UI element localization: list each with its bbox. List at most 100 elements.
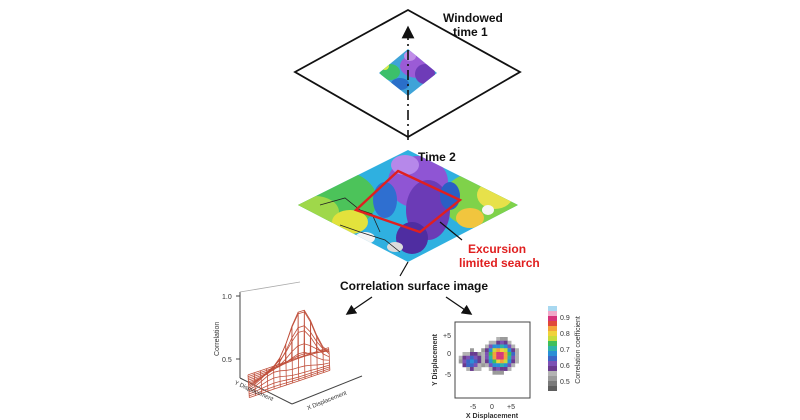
surface-mesh-row-10 bbox=[248, 364, 330, 393]
heatmap-cell bbox=[470, 348, 474, 353]
heatmap-cell bbox=[500, 359, 504, 364]
colorbar-swatch bbox=[548, 331, 557, 336]
heatmap-cell bbox=[503, 340, 508, 345]
time2-label: Time 2 bbox=[418, 150, 456, 164]
heatmap-cell bbox=[488, 344, 493, 349]
heatmap-cell bbox=[485, 363, 489, 368]
heatmap-y-tick-0: 0 bbox=[447, 351, 451, 358]
surface-mesh-col-0 bbox=[247, 374, 250, 398]
heatmap-cell bbox=[470, 359, 474, 364]
colorbar-tick-08: 0.8 bbox=[560, 331, 570, 338]
colorbar-swatch bbox=[548, 386, 557, 391]
heatmap-cell bbox=[466, 363, 471, 368]
heatmap-cell bbox=[500, 355, 504, 360]
heatmap-cell bbox=[481, 355, 486, 360]
heatmap-cell bbox=[511, 344, 516, 349]
heatmap-cells bbox=[458, 337, 519, 375]
heatmap-cell bbox=[507, 363, 512, 368]
surface-mesh-row-11 bbox=[248, 366, 330, 395]
heatmap-cell bbox=[458, 355, 463, 360]
heatmap-cell bbox=[500, 363, 504, 368]
colorbar-swatch bbox=[548, 321, 557, 326]
heatmap-cell bbox=[462, 352, 467, 356]
excursion-label-line2: limited search bbox=[459, 256, 540, 270]
arrow-to-surface-plot bbox=[345, 296, 373, 315]
heatmap-y-tick-neg5: -5 bbox=[445, 372, 451, 379]
correlation-surface-section: Correlation surface image bbox=[340, 261, 488, 315]
heatmap-cell bbox=[477, 355, 482, 360]
heatmap-cell bbox=[500, 348, 504, 353]
windowed-label-line1: Windowed bbox=[443, 11, 503, 25]
surface-mesh-row-9 bbox=[248, 362, 330, 391]
heatmap-cell bbox=[503, 359, 508, 364]
colorbar-tick-09: 0.9 bbox=[560, 315, 570, 322]
surface-mesh-col-13 bbox=[328, 347, 331, 371]
surface-mesh-col-12 bbox=[322, 346, 325, 373]
heatmap-cell bbox=[462, 355, 467, 360]
surface-mesh-row-8 bbox=[248, 351, 330, 389]
heatmap-cell bbox=[470, 355, 474, 360]
colorbar-swatch bbox=[548, 356, 557, 361]
colorbar-swatch bbox=[548, 381, 557, 386]
surface-mesh-row-13 bbox=[249, 369, 331, 399]
heatmap-cell bbox=[488, 352, 493, 356]
heatmap-cell bbox=[500, 340, 504, 345]
heatmap-x-tick-pos5: +5 bbox=[507, 404, 515, 411]
surface-mesh-col-10 bbox=[309, 320, 312, 377]
connector-to-title bbox=[399, 261, 409, 277]
heatmap-cell bbox=[496, 359, 501, 364]
surface-mesh-col-6 bbox=[284, 343, 287, 385]
heatmap-cell bbox=[496, 367, 501, 371]
windowed-time1-plane: Windowed time 1 bbox=[293, 8, 522, 140]
colorbar-tick-07: 0.7 bbox=[560, 347, 570, 354]
heatmap-cell bbox=[470, 352, 474, 356]
surface-mesh-col-9 bbox=[303, 310, 306, 379]
heatmap-cell bbox=[503, 337, 508, 341]
heatmap-x-tick-neg5: -5 bbox=[470, 404, 476, 411]
heatmap-cell bbox=[503, 348, 508, 353]
heatmap-cell bbox=[473, 355, 478, 360]
heatmap-cell bbox=[492, 363, 497, 368]
heatmap-cell bbox=[496, 363, 501, 368]
heatmap-cell bbox=[511, 355, 516, 360]
heatmap-cell bbox=[477, 367, 482, 371]
heatmap-cell bbox=[481, 363, 486, 368]
heatmap-cell bbox=[496, 355, 501, 360]
heatmap-cell bbox=[500, 370, 504, 375]
heatmap-cell bbox=[511, 348, 516, 353]
heatmap-cell bbox=[507, 340, 512, 345]
heatmap-cell bbox=[496, 348, 501, 353]
heatmap-cell bbox=[511, 352, 516, 356]
heatmap-cell bbox=[488, 363, 493, 368]
heatmap-x-label: X Displacement bbox=[466, 413, 519, 420]
heatmap-cell bbox=[485, 344, 489, 349]
time2-plane: Time 2 Excursion limited search bbox=[298, 150, 540, 270]
colorbar-swatch bbox=[548, 326, 557, 331]
heatmap-cell bbox=[470, 367, 474, 371]
colorbar-swatch bbox=[548, 316, 557, 321]
heatmap-cell bbox=[507, 352, 512, 356]
heatmap-cell bbox=[458, 359, 463, 364]
heatmap-cell bbox=[477, 359, 482, 364]
heatmap-cell bbox=[466, 367, 471, 371]
surface-base-right bbox=[291, 375, 363, 405]
heatmap-cell bbox=[488, 367, 493, 371]
heatmap-y-tick-pos5: +5 bbox=[443, 333, 451, 340]
heatmap-x-tick-0: 0 bbox=[490, 404, 494, 411]
heatmap-cell bbox=[466, 352, 471, 356]
heatmap-cell bbox=[488, 348, 493, 353]
colorbar-tick-06: 0.6 bbox=[560, 363, 570, 370]
colorbar-swatch bbox=[548, 341, 557, 346]
colorbar-swatch bbox=[548, 351, 557, 356]
surface-mesh-row-7 bbox=[248, 330, 330, 387]
surface-z-tick-1: 1.0 bbox=[222, 294, 232, 301]
colorbar-swatch bbox=[548, 336, 557, 341]
heatmap-cell bbox=[485, 348, 489, 353]
surface-mesh-col-7 bbox=[291, 326, 294, 383]
heatmap-cell bbox=[507, 344, 512, 349]
colorbar-swatch bbox=[548, 306, 557, 311]
heatmap-cell bbox=[470, 363, 474, 368]
heatmap-cell bbox=[473, 363, 478, 368]
colorbar-swatch bbox=[548, 311, 557, 316]
